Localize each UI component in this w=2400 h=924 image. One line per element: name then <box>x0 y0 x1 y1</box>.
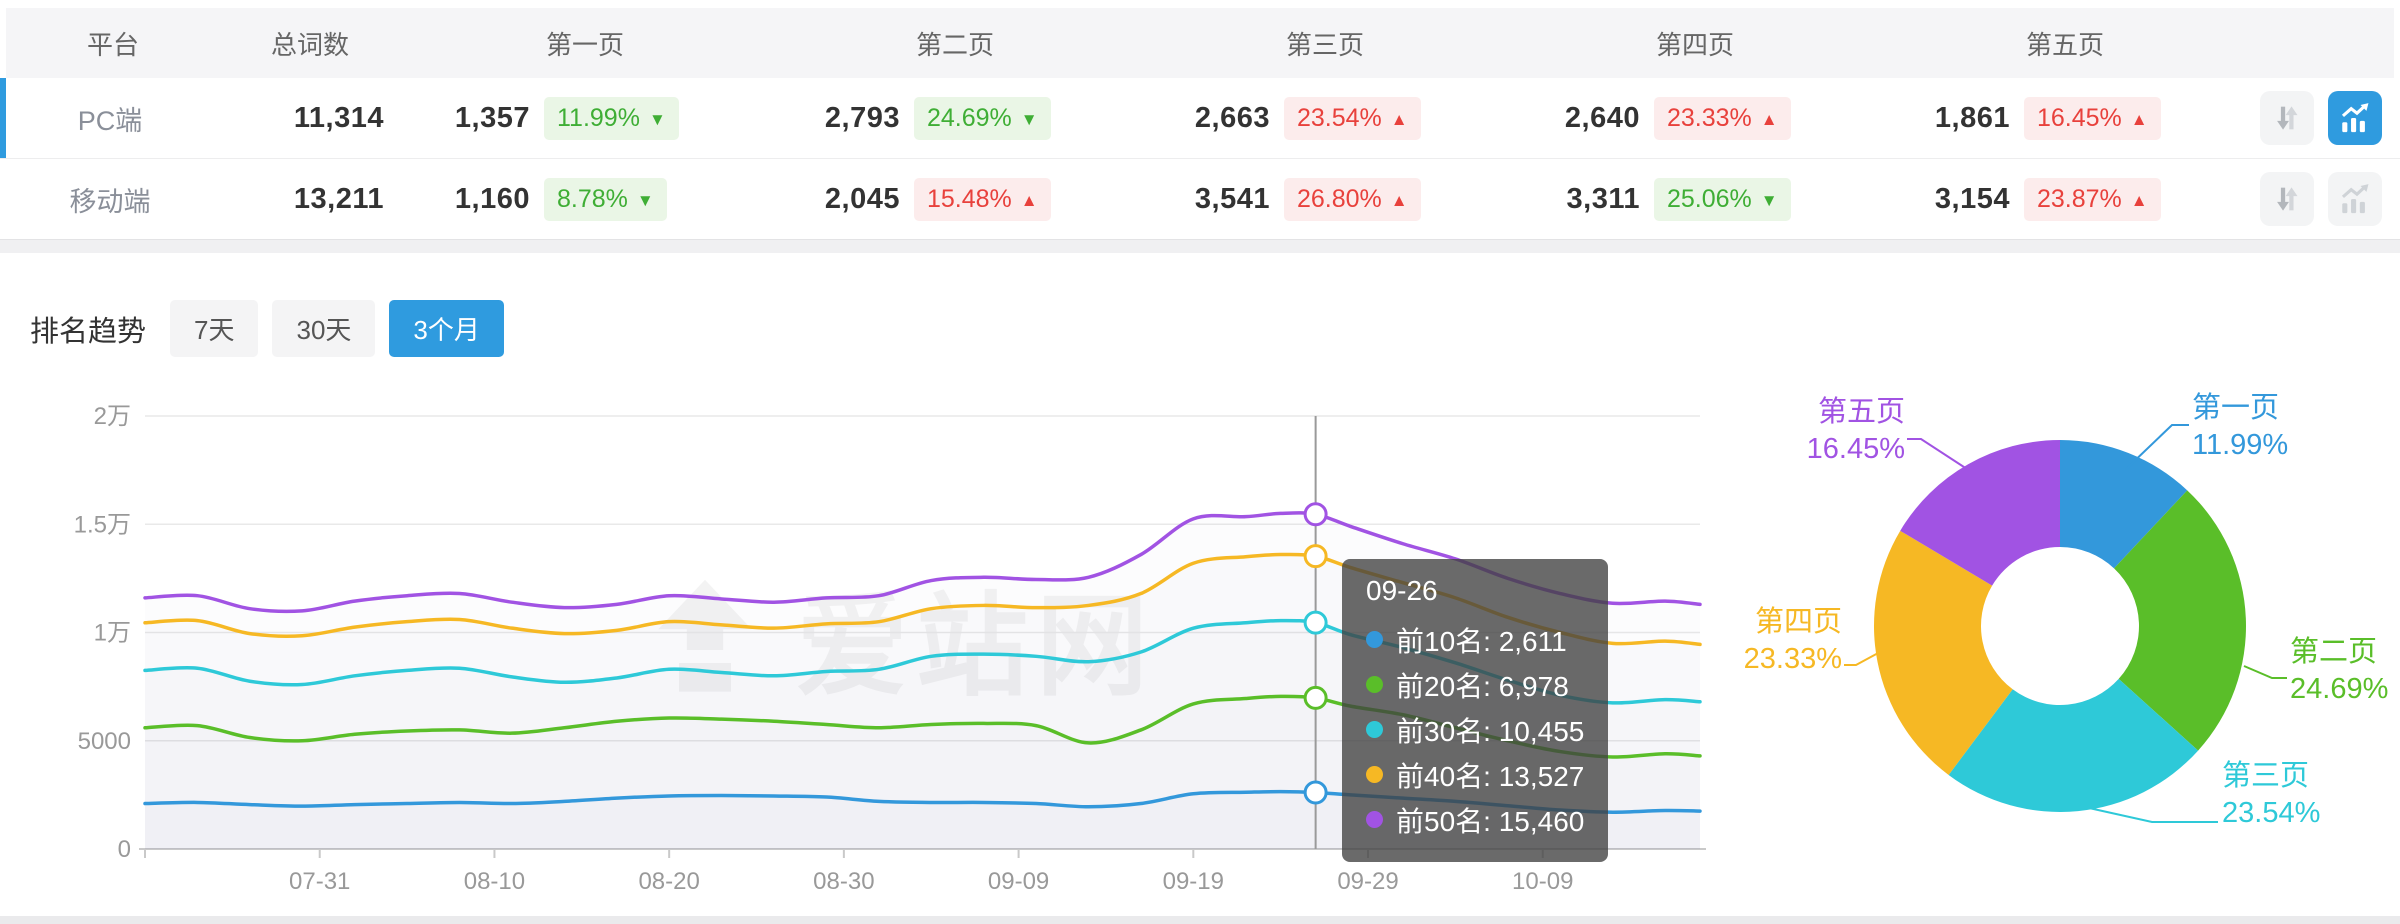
arrow-up-icon: ▲ <box>2130 109 2148 129</box>
series-line-前50名 <box>143 511 1702 614</box>
trend-range-tabs: 7天 30天 3个月 <box>170 300 518 357</box>
donut-label-第二页: 第二页 24.69% <box>2290 636 2389 705</box>
donut-label-line <box>1844 651 1881 666</box>
arrow-up-icon: ▲ <box>2130 190 2148 210</box>
table-header: 平台 总词数 第一页 第二页 第三页 第四页 第五页 <box>6 8 2394 78</box>
x-axis-label: 08-20 <box>638 868 699 895</box>
seo-rank-dashboard: 平台 总词数 第一页 第二页 第三页 第四页 第五页 PC端 11,314 1,3… <box>0 8 2400 924</box>
platform-rank-table: 平台 总词数 第一页 第二页 第三页 第四页 第五页 PC端 11,314 1,3… <box>0 8 2400 240</box>
donut-label-第一页: 第一页 11.99% <box>2192 392 2289 461</box>
page3-change-badge: 23.54% ▲ <box>1284 96 1421 140</box>
page2-change-badge: 24.69% ▼ <box>914 96 1051 140</box>
page3-change-badge: 26.80% ▲ <box>1284 177 1421 221</box>
page5-change-badge: 16.45% ▲ <box>2024 96 2161 140</box>
page2-change-badge: 15.48% ▲ <box>914 177 1051 221</box>
hover-point-marker <box>1303 502 1328 527</box>
y-axis-label: 1万 <box>94 620 131 647</box>
col-header-page2: 第二页 <box>915 29 994 60</box>
trend-chart-button[interactable] <box>2328 91 2382 145</box>
page1-count: 1,357 <box>454 101 530 134</box>
x-axis-label: 07-31 <box>289 868 350 895</box>
y-axis-label: 5000 <box>78 728 131 755</box>
table-row-mobile[interactable]: 移动端 13,211 1,160 8.78% ▼ 2,045 15.48% ▲ 3,5… <box>0 158 2400 239</box>
hover-point-marker <box>1303 685 1328 710</box>
page4-count: 3,311 <box>1566 182 1640 215</box>
donut-label-line <box>2243 665 2287 679</box>
donut-label-line <box>2079 805 2218 823</box>
page1-count: 1,160 <box>454 182 530 215</box>
section-divider <box>0 240 2400 253</box>
arrow-up-icon: ▲ <box>1390 190 1408 210</box>
donut-slice-第三页 <box>1948 678 2199 812</box>
donut-label-line <box>1907 438 1968 470</box>
donut-label-第四页: 第四页 23.33% <box>1743 606 1842 675</box>
donut-slice-第二页 <box>2114 490 2246 751</box>
line-chart-icon <box>2341 103 2369 133</box>
trend-chart-button[interactable] <box>2328 172 2382 226</box>
hover-point-marker <box>1303 780 1328 805</box>
trend-section-title: 排名趋势 <box>30 315 147 348</box>
table-row-pc[interactable]: PC端 11,314 1,357 11.99% ▼ 2,793 24.69% ▼ 2,… <box>0 78 2400 158</box>
hover-point-marker <box>1303 544 1328 569</box>
col-header-page4: 第四页 <box>1655 29 1734 60</box>
page5-count: 1,861 <box>1934 101 2010 134</box>
arrow-down-icon: ▼ <box>648 109 666 129</box>
sort-arrows-icon <box>2277 106 2298 130</box>
donut-slice-第四页 <box>1874 530 2013 775</box>
x-axis-label: 09-29 <box>1337 868 1398 895</box>
col-header-platform: 平台 <box>86 29 139 60</box>
donut-slice-第五页 <box>1900 440 2060 586</box>
total-words-value: 13,211 <box>293 182 384 215</box>
x-axis-label: 10-09 <box>1512 868 1573 895</box>
arrow-down-icon: ▼ <box>1020 109 1038 129</box>
arrow-up-icon: ▲ <box>1020 190 1038 210</box>
donut-label-第五页: 第五页 16.45% <box>1806 396 1905 465</box>
x-axis-label: 09-19 <box>1163 868 1224 895</box>
col-header-page3: 第三页 <box>1285 29 1364 60</box>
y-axis-label: 2万 <box>94 403 131 430</box>
page4-count: 2,640 <box>1564 101 1640 134</box>
donut-label-第三页: 第三页 23.54% <box>2222 760 2321 829</box>
arrow-up-icon: ▲ <box>1760 109 1778 129</box>
col-header-page1: 第一页 <box>545 29 624 60</box>
page1-change-badge: 8.78% ▼ <box>544 177 667 221</box>
hover-point-marker <box>1303 610 1328 635</box>
x-axis-label: 08-10 <box>464 868 525 895</box>
line-chart-icon <box>2341 184 2369 214</box>
page4-change-badge: 23.33% ▲ <box>1654 96 1791 140</box>
tab-range-7天[interactable]: 7天 <box>170 300 259 357</box>
page3-count: 2,663 <box>1194 101 1270 134</box>
page3-count: 3,541 <box>1194 182 1270 215</box>
page1-change-badge: 11.99% ▼ <box>544 96 679 140</box>
total-words-value: 11,314 <box>293 101 384 134</box>
platform-label: 移动端 <box>69 186 151 217</box>
y-axis-label: 0 <box>118 836 131 863</box>
sort-button[interactable] <box>2260 172 2314 226</box>
x-axis-label: 08-30 <box>813 868 874 895</box>
arrow-down-icon: ▼ <box>1760 190 1778 210</box>
x-axis-label: 09-09 <box>988 868 1049 895</box>
page4-change-badge: 25.06% ▼ <box>1654 177 1791 221</box>
arrow-down-icon: ▼ <box>636 190 654 210</box>
donut-label-line <box>2124 424 2189 471</box>
page5-count: 3,154 <box>1934 182 2010 215</box>
page5-change-badge: 23.87% ▲ <box>2024 177 2161 221</box>
sort-button[interactable] <box>2260 91 2314 145</box>
page-bottom-strip <box>0 916 2400 924</box>
platform-label: PC端 <box>77 105 143 136</box>
page2-count: 2,045 <box>824 182 900 215</box>
rank-trend-chart[interactable]: 0 5000 1万 1.5万 2万 07-31 08-10 08-20 08-30 09-09 09… <box>0 8 2400 924</box>
arrow-up-icon: ▲ <box>1390 109 1408 129</box>
page2-count: 2,793 <box>824 101 900 134</box>
col-header-page5: 第五页 <box>2025 29 2104 60</box>
tab-range-30天[interactable]: 30天 <box>272 300 376 357</box>
donut-slice-第一页 <box>2060 440 2188 569</box>
col-header-total-words: 总词数 <box>270 29 349 60</box>
sort-arrows-icon <box>2277 187 2298 211</box>
tab-range-3个月[interactable]: 3个月 <box>389 300 504 357</box>
y-axis-label: 1.5万 <box>74 511 131 538</box>
